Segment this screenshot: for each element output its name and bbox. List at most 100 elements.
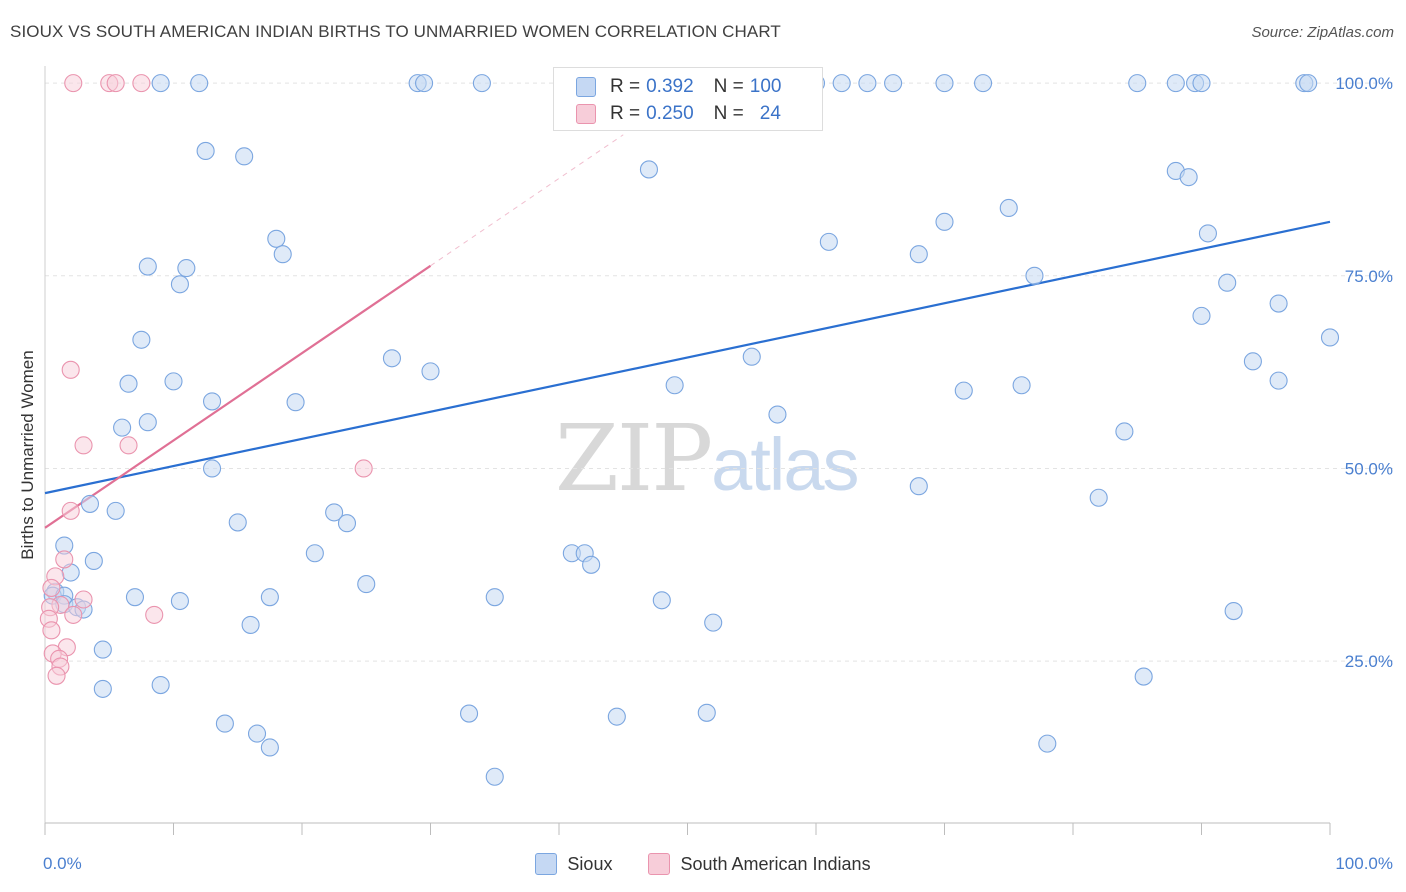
sioux-point [382,349,402,368]
sai-trend-line [44,264,432,529]
tick-labels: 25.0% 50.0% 75.0% 100.0% 0.0% 100.0% [43,74,1393,873]
r-label: R = [610,76,641,97]
sai-legend-label: South American Indians [680,853,871,874]
sioux-trend-line [44,220,1331,495]
legend-item-sioux[interactable]: Sioux [535,853,612,875]
sioux-point [151,675,170,695]
sioux-point [485,767,504,786]
sioux-point [164,372,183,391]
sioux-point [1224,602,1243,621]
sioux-point [485,588,504,607]
sioux-point [177,259,196,278]
legend-item-sai[interactable]: South American Indians [648,853,871,875]
sioux-point [1025,266,1044,285]
sioux-point [832,74,851,93]
sioux-legend-label: Sioux [567,853,613,874]
sai-point [119,436,138,455]
sioux-point [325,503,344,522]
sai-point [61,501,80,520]
sioux-point [607,707,626,726]
sioux-point [80,494,100,513]
sioux-point [138,257,157,276]
sioux-point [935,74,954,93]
sioux-r-value: 0.392 [646,76,694,97]
sioux-point [138,413,157,432]
sioux-point [704,613,723,632]
sioux-point [415,74,434,93]
sioux-point [472,74,491,93]
sioux-point [697,703,716,722]
sioux-point [1179,168,1198,187]
sioux-point [260,738,279,757]
sioux-point [113,418,132,437]
sioux-point [1012,376,1031,395]
sioux-point [1198,224,1217,243]
sioux-point [935,212,954,231]
legend-row-sai: R = 0.250 N = 24 [576,101,781,127]
sioux-point [337,514,357,533]
sioux-point [884,74,903,93]
sioux-legend-swatch [535,853,558,875]
correlation-legend: R = 0.392 N = 100 R = 0.250 N = 24 [553,67,823,131]
sai-r-value: 0.250 [646,103,694,124]
sioux-point [665,376,684,395]
sioux-point [768,405,787,424]
sai-n-value: 24 [759,103,781,124]
sioux-point [1218,273,1237,292]
sioux-point [909,477,928,496]
sioux-point [203,392,222,411]
source-label: Source: ZipAtlas.com [1251,24,1394,41]
n-label: N = [713,103,744,124]
sai-point [61,360,80,379]
y-tick-label: 100.0% [1335,74,1393,93]
sioux-point [190,74,209,93]
sioux-point [357,575,376,594]
sioux-point [132,330,151,349]
sioux-point [84,551,103,571]
sioux-point [954,381,973,400]
x-tick-label: 100.0% [1335,854,1393,873]
sioux-point [235,147,254,166]
sai-point [74,436,93,455]
sioux-point [196,141,215,160]
sioux-point [267,229,286,248]
sioux-point [1243,352,1262,371]
y-tick-label: 50.0% [1345,459,1393,478]
sioux-point [1269,294,1288,313]
sioux-point [973,74,993,93]
sai-point [106,74,125,93]
sioux-point [459,704,479,723]
sai-point [64,74,83,93]
sioux-point [247,724,267,743]
sai-point [42,621,61,640]
chart-title: SIOUX VS SOUTH AMERICAN INDIAN BIRTHS TO… [10,22,781,41]
sioux-point [1134,667,1153,686]
sai-point [145,605,164,624]
sioux-point [151,74,170,93]
sioux-point [421,362,440,381]
y-tick-label: 25.0% [1345,652,1393,671]
sioux-point [119,374,138,393]
sioux-n-value: 100 [749,76,782,97]
r-label: R = [610,103,641,124]
sioux-point [93,679,112,698]
series-legend: Sioux South American Indians [0,853,1406,875]
axes [44,66,1331,835]
y-tick-label: 75.0% [1345,267,1393,286]
sioux-point [1299,74,1318,93]
sioux-point [170,275,189,294]
sai-legend-swatch [648,853,671,875]
sai-swatch [576,104,596,124]
sioux-point [1089,488,1108,507]
trend-lines [44,134,1331,529]
sioux-point [106,501,125,520]
sioux-point [93,640,112,659]
sai-point [354,459,373,478]
sioux-point [125,588,144,607]
sioux-point [639,160,659,179]
sai-trend-extension [430,134,624,267]
sioux-point [286,393,305,412]
sioux-point [1128,74,1147,93]
sioux-point [652,591,671,610]
